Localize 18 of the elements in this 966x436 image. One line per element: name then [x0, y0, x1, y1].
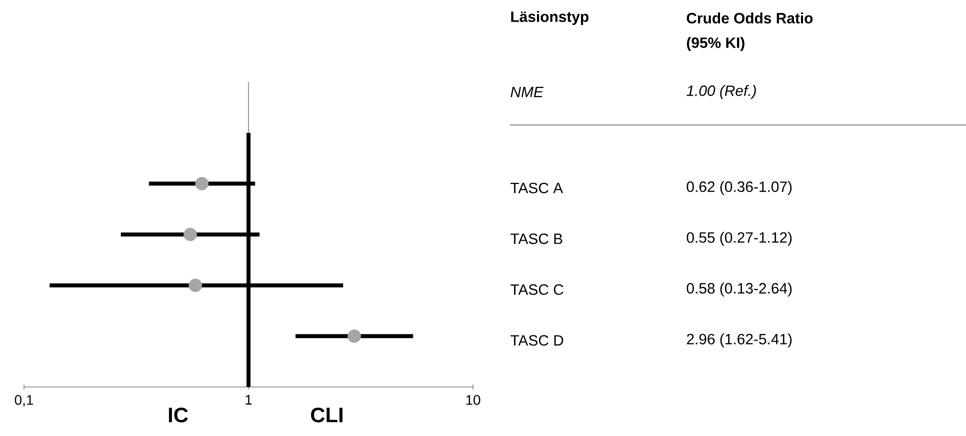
text: (95% KI): [686, 37, 744, 51]
text: Läsionstyp: [511, 11, 588, 25]
text: CLI: [311, 408, 342, 422]
text: IC: [168, 408, 188, 422]
text: 1.00 (Ref.): [686, 85, 756, 99]
data-label: 0.62 (0.36-1.07): [686, 181, 792, 195]
data-label: 0.58 (0.13-2.64): [686, 282, 792, 297]
y-tick-label: TASC A: [510, 182, 564, 194]
data-label: 0.55 (0.27-1.12): [686, 232, 792, 246]
y-tick-label: TASC B: [510, 233, 562, 244]
x-tick-label: 1: [246, 395, 252, 405]
text: Crude Odds Ratio: [686, 12, 813, 24]
x-tick-label: 0,1: [14, 394, 34, 407]
data-label: 2.96 (1.62-5.41): [686, 333, 792, 348]
x-tick-label: 10: [466, 394, 480, 405]
text: NME: [510, 86, 544, 98]
y-tick-label: TASC C: [510, 284, 564, 295]
y-tick-label: TASC D: [510, 335, 564, 346]
